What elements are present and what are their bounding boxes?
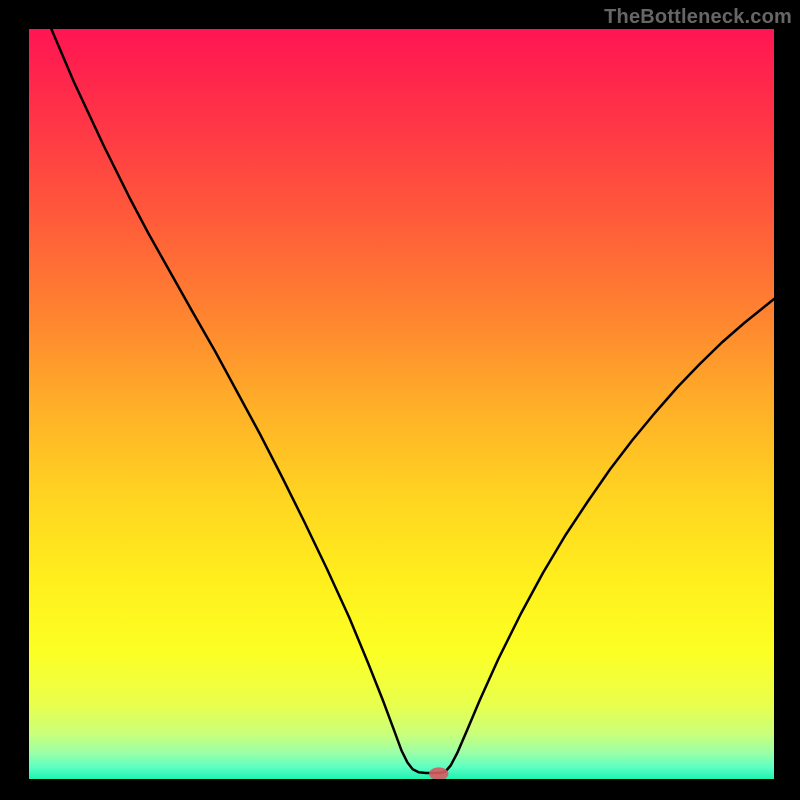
watermark-text: TheBottleneck.com bbox=[604, 6, 792, 29]
bottleneck-curve-chart bbox=[29, 29, 774, 779]
chart-plot-area bbox=[29, 29, 774, 779]
canvas: TheBottleneck.com bbox=[0, 0, 800, 800]
